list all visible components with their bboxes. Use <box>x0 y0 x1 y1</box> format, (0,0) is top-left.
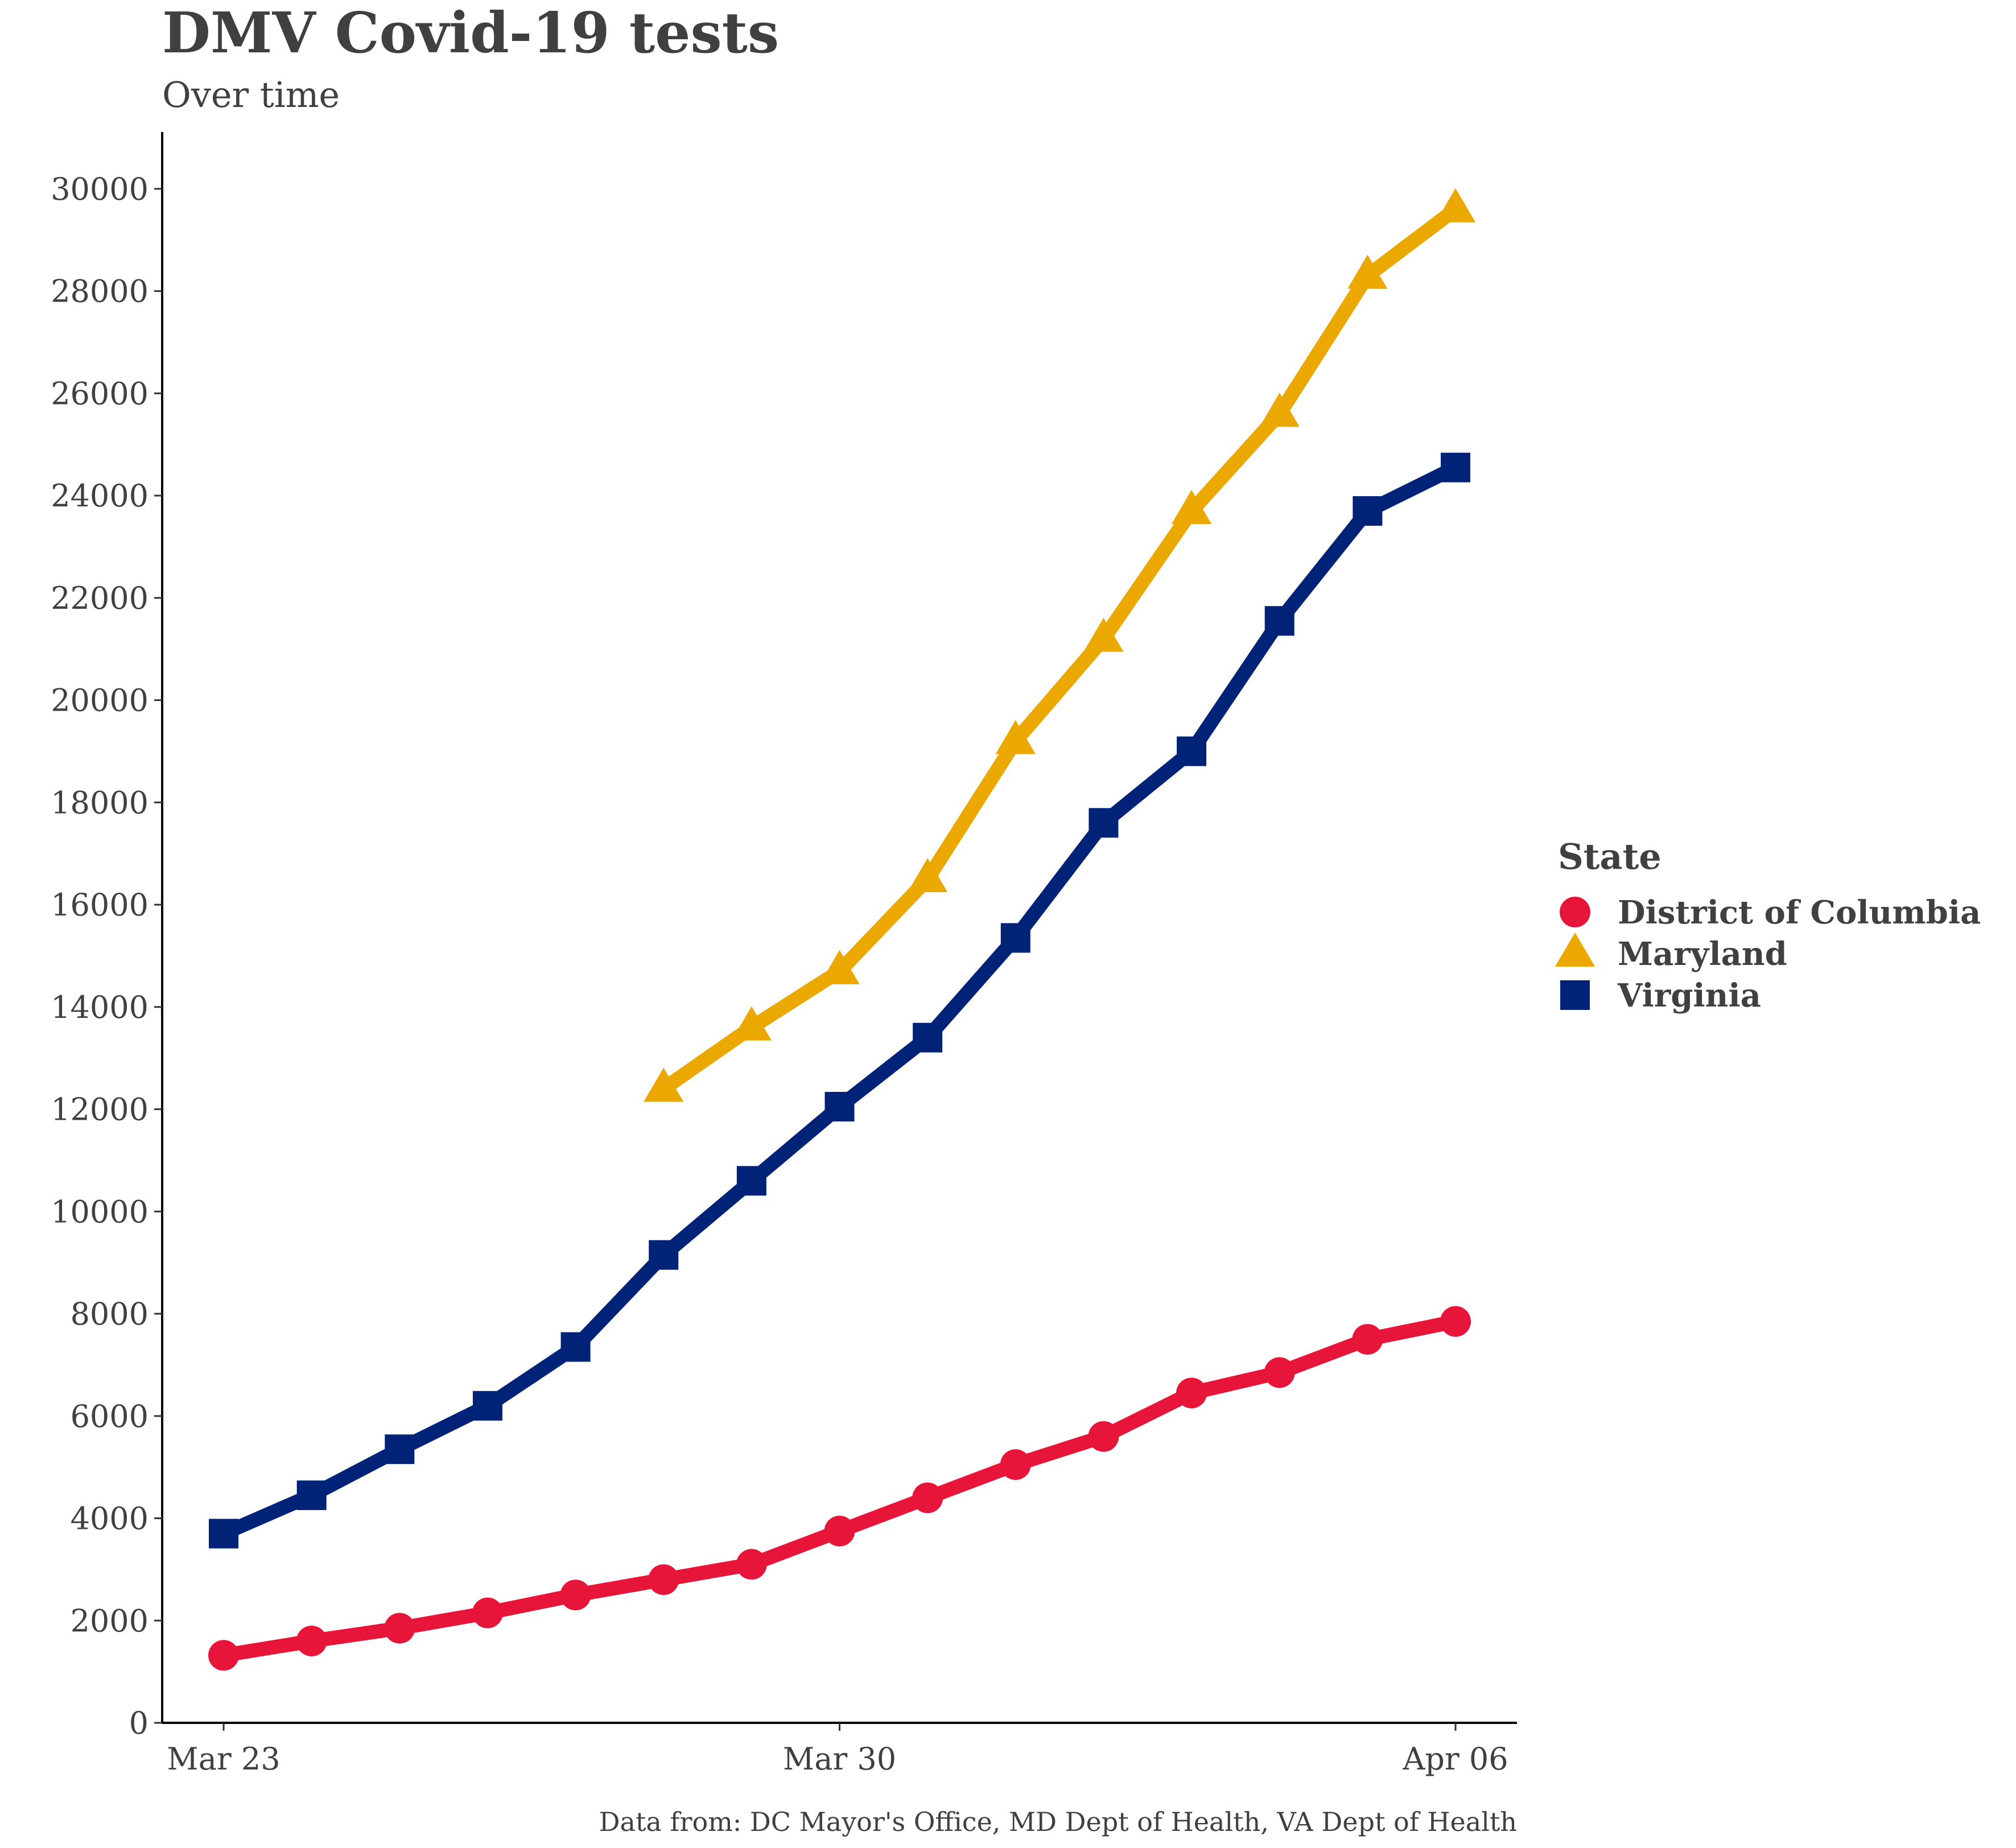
series-maryland <box>644 188 1476 1102</box>
data-point <box>1000 1449 1031 1480</box>
data-point <box>824 1515 855 1546</box>
data-point <box>1441 452 1470 482</box>
data-point <box>649 1240 679 1270</box>
data-point <box>1000 923 1030 953</box>
data-point <box>1083 617 1124 652</box>
y-tick-label: 4000 <box>71 1501 149 1537</box>
data-point <box>1177 736 1207 766</box>
data-point <box>1088 1421 1119 1452</box>
legend-item-virginia: Virginia <box>1560 977 1761 1014</box>
data-point <box>1259 393 1300 427</box>
y-tick-label: 8000 <box>71 1296 149 1332</box>
legend-label: District of Columbia <box>1618 894 1981 931</box>
legend-key <box>1555 933 1596 967</box>
data-point <box>644 1067 684 1102</box>
series-line <box>656 202 1463 1096</box>
data-point <box>560 1332 591 1362</box>
y-tick-label: 12000 <box>51 1092 149 1128</box>
data-point <box>736 1549 767 1580</box>
y-tick-label: 20000 <box>51 683 149 719</box>
data-point <box>1440 1306 1471 1337</box>
data-point <box>209 1519 238 1549</box>
x-tick-label: Mar 23 <box>167 1741 280 1777</box>
legend-item-maryland: Maryland <box>1555 933 1787 973</box>
series-layer <box>208 188 1476 1671</box>
legend-label: Virginia <box>1617 977 1761 1014</box>
data-point <box>208 1640 239 1671</box>
data-point <box>907 858 948 893</box>
data-point <box>384 1612 415 1644</box>
data-point <box>1352 1323 1383 1355</box>
data-point <box>912 1482 943 1513</box>
y-tick-label: 0 <box>129 1705 149 1741</box>
legend: State District of Columbia Maryland Virgin… <box>1555 836 1981 1014</box>
data-point <box>995 720 1036 754</box>
y-tick-label: 26000 <box>51 376 149 411</box>
series-district-of-columbia <box>208 1306 1471 1671</box>
y-tick-label: 10000 <box>51 1194 149 1230</box>
axes: 0 2000 4000 6000 8000 10000 12000 14000 16000 180… <box>51 132 1517 1777</box>
chart-title: DMV Covid-19 tests <box>162 1 779 66</box>
y-tick-label: 14000 <box>51 989 149 1025</box>
y-tick-label: 24000 <box>51 478 149 514</box>
data-point <box>1264 1357 1295 1388</box>
y-tick-label: 18000 <box>51 785 149 820</box>
data-point <box>913 1022 943 1053</box>
data-point <box>296 1626 327 1657</box>
data-point <box>736 1166 766 1196</box>
legend-item-district-of-columbia: District of Columbia <box>1560 894 1981 931</box>
data-point <box>560 1579 591 1611</box>
legend-label: Maryland <box>1618 935 1787 973</box>
data-point <box>1171 490 1212 524</box>
legend-title: State <box>1558 836 1662 877</box>
y-tick-label: 2000 <box>71 1603 149 1639</box>
y-tick-label: 22000 <box>51 580 149 616</box>
data-point <box>731 1006 772 1041</box>
data-point <box>385 1434 415 1465</box>
x-tick-label: Apr 06 <box>1402 1741 1508 1777</box>
data-point <box>824 1092 855 1122</box>
y-tick-label: 28000 <box>51 274 149 310</box>
legend-key <box>1560 897 1590 927</box>
data-point <box>819 950 860 984</box>
data-point <box>472 1391 502 1421</box>
data-point <box>1264 606 1294 636</box>
chart-caption: Data from: DC Mayor's Office, MD Dept of… <box>599 1806 1517 1837</box>
data-point <box>296 1480 327 1511</box>
data-point <box>1176 1377 1207 1409</box>
data-point <box>648 1564 679 1595</box>
data-point <box>1347 254 1388 289</box>
series-virginia <box>209 452 1470 1549</box>
chart-subtitle: Over time <box>162 74 340 116</box>
data-point <box>1353 496 1383 526</box>
data-point <box>1435 188 1476 222</box>
y-tick-label: 30000 <box>51 171 149 207</box>
data-point <box>1089 808 1119 838</box>
legend-key <box>1560 980 1590 1010</box>
y-tick-label: 16000 <box>51 887 149 923</box>
data-point <box>472 1597 503 1628</box>
y-tick-label: 6000 <box>71 1399 149 1434</box>
x-tick-label: Mar 30 <box>783 1741 896 1777</box>
